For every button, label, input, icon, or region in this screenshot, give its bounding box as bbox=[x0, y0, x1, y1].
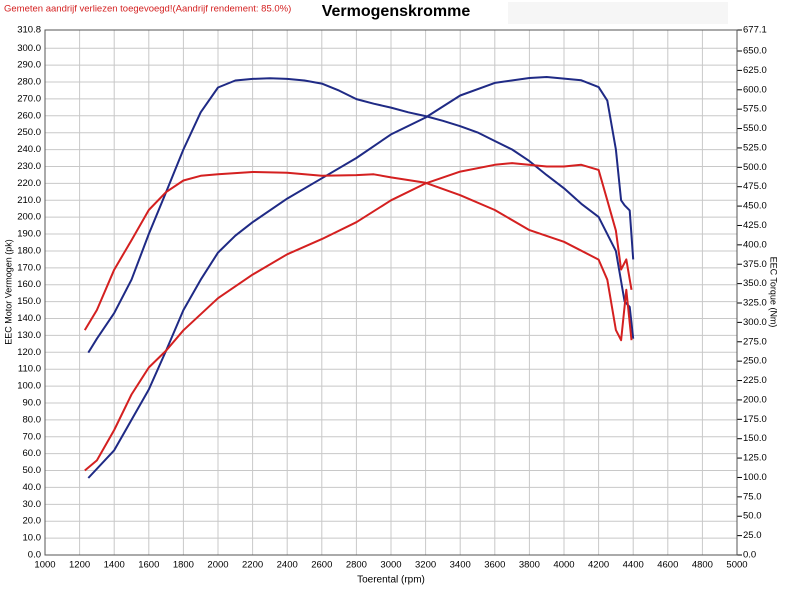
y2-tick-label: 677.1 bbox=[743, 25, 767, 36]
x-tick-label: 3400 bbox=[450, 560, 471, 571]
x-tick-label: 1800 bbox=[173, 560, 194, 571]
y2-tick-label: 150.0 bbox=[743, 433, 767, 444]
data-line bbox=[84, 162, 633, 472]
y-tick-label: 300.0 bbox=[17, 43, 41, 54]
x-tick-label: 1200 bbox=[69, 560, 90, 571]
blank-box bbox=[508, 2, 728, 24]
y-tick-label: 80.0 bbox=[23, 414, 42, 425]
data-line bbox=[87, 77, 635, 354]
y-tick-label: 60.0 bbox=[23, 448, 42, 459]
x-tick-label: 2000 bbox=[207, 560, 228, 571]
y-tick-label: 170.0 bbox=[17, 262, 41, 273]
y-tick-label: 220.0 bbox=[17, 178, 41, 189]
y-tick-label: 20.0 bbox=[23, 516, 42, 527]
y2-tick-label: 250.0 bbox=[743, 356, 767, 367]
y2-tick-label: 0.0 bbox=[743, 550, 756, 561]
y2-tick-label: 450.0 bbox=[743, 201, 767, 212]
y2-tick-label: 225.0 bbox=[743, 375, 767, 386]
x-tick-label: 3600 bbox=[484, 560, 505, 571]
y2-tick-label: 175.0 bbox=[743, 414, 767, 425]
y-tick-label: 120.0 bbox=[17, 347, 41, 358]
y-tick-label: 190.0 bbox=[17, 229, 41, 240]
y2-tick-label: 50.0 bbox=[743, 511, 762, 522]
x-tick-label: 4800 bbox=[692, 560, 713, 571]
x-axis-label: Toerental (rpm) bbox=[357, 575, 425, 586]
y-tick-label: 230.0 bbox=[17, 161, 41, 172]
y-tick-label: 110.0 bbox=[18, 364, 41, 375]
y-tick-label: 270.0 bbox=[17, 93, 41, 104]
y2-tick-label: 425.0 bbox=[743, 220, 767, 231]
data-line bbox=[87, 76, 635, 479]
y-tick-label: 210.0 bbox=[17, 195, 41, 206]
y2-tick-label: 500.0 bbox=[743, 162, 767, 173]
y2-tick-label: 100.0 bbox=[743, 472, 767, 483]
x-tick-label: 2200 bbox=[242, 560, 263, 571]
y2-tick-label: 650.0 bbox=[743, 46, 767, 57]
y-tick-label: 0.0 bbox=[28, 550, 41, 561]
y2-tick-label: 75.0 bbox=[743, 491, 762, 502]
y-tick-label: 240.0 bbox=[17, 144, 41, 155]
y2-tick-label: 125.0 bbox=[743, 453, 767, 464]
y2-tick-label: 575.0 bbox=[743, 104, 767, 115]
x-tick-label: 2600 bbox=[311, 560, 332, 571]
y2-tick-label: 200.0 bbox=[743, 394, 767, 405]
x-tick-label: 4200 bbox=[588, 560, 609, 571]
y2-tick-label: 475.0 bbox=[743, 181, 767, 192]
y-tick-label: 90.0 bbox=[23, 397, 42, 408]
x-tick-label: 2800 bbox=[346, 560, 367, 571]
x-tick-label: 3800 bbox=[519, 560, 540, 571]
annotation: Gemeten aandrijf verliezen toegevoegd!(A… bbox=[4, 4, 291, 15]
y2-tick-label: 300.0 bbox=[743, 317, 767, 328]
y-tick-label: 150.0 bbox=[17, 296, 41, 307]
y-tick-label: 280.0 bbox=[17, 77, 41, 88]
y-tick-label: 260.0 bbox=[17, 110, 41, 121]
y2-tick-label: 325.0 bbox=[743, 298, 767, 309]
x-tick-label: 1600 bbox=[138, 560, 159, 571]
y-tick-label: 130.0 bbox=[17, 330, 41, 341]
plot-border bbox=[44, 29, 738, 556]
x-tick-label: 3200 bbox=[415, 560, 436, 571]
x-tick-label: 4000 bbox=[553, 560, 574, 571]
y2-tick-label: 400.0 bbox=[743, 239, 767, 250]
x-tick-label: 2400 bbox=[277, 560, 298, 571]
y-tick-label: 40.0 bbox=[23, 482, 42, 493]
y-tick-label: 50.0 bbox=[23, 465, 42, 476]
x-tick-label: 4600 bbox=[657, 560, 678, 571]
y2-tick-label: 350.0 bbox=[743, 278, 767, 289]
y-tick-label: 30.0 bbox=[23, 499, 42, 510]
x-tick-label: 5000 bbox=[726, 560, 747, 571]
y-tick-label: 250.0 bbox=[17, 127, 41, 138]
y2-axis-label: EEC Torque (Nm) bbox=[769, 257, 779, 328]
y-axis-label: EEC Motor Vermogen (pk) bbox=[3, 239, 13, 345]
y-tick-label: 10.0 bbox=[23, 533, 42, 544]
x-tick-label: 4400 bbox=[623, 560, 644, 571]
y-tick-label: 160.0 bbox=[17, 279, 41, 290]
y2-tick-label: 25.0 bbox=[743, 530, 762, 541]
y-tick-label: 200.0 bbox=[17, 212, 41, 223]
y2-tick-label: 375.0 bbox=[743, 259, 767, 270]
x-tick-label: 3000 bbox=[380, 560, 401, 571]
y-tick-label: 140.0 bbox=[17, 313, 41, 324]
chart-title: Vermogenskromme bbox=[322, 3, 471, 20]
y2-tick-label: 525.0 bbox=[743, 142, 767, 153]
y-tick-label: 180.0 bbox=[17, 245, 41, 256]
y2-tick-label: 550.0 bbox=[743, 123, 767, 134]
y-tick-label: 310.8 bbox=[17, 25, 41, 36]
y2-tick-label: 275.0 bbox=[743, 336, 767, 347]
y-tick-label: 100.0 bbox=[17, 381, 41, 392]
y2-tick-label: 600.0 bbox=[743, 84, 767, 95]
y2-tick-label: 625.0 bbox=[743, 65, 767, 76]
y-tick-label: 290.0 bbox=[17, 60, 41, 71]
x-tick-label: 1000 bbox=[34, 560, 55, 571]
data-line bbox=[83, 171, 633, 342]
y-tick-label: 70.0 bbox=[23, 431, 42, 442]
x-tick-label: 1400 bbox=[104, 560, 125, 571]
